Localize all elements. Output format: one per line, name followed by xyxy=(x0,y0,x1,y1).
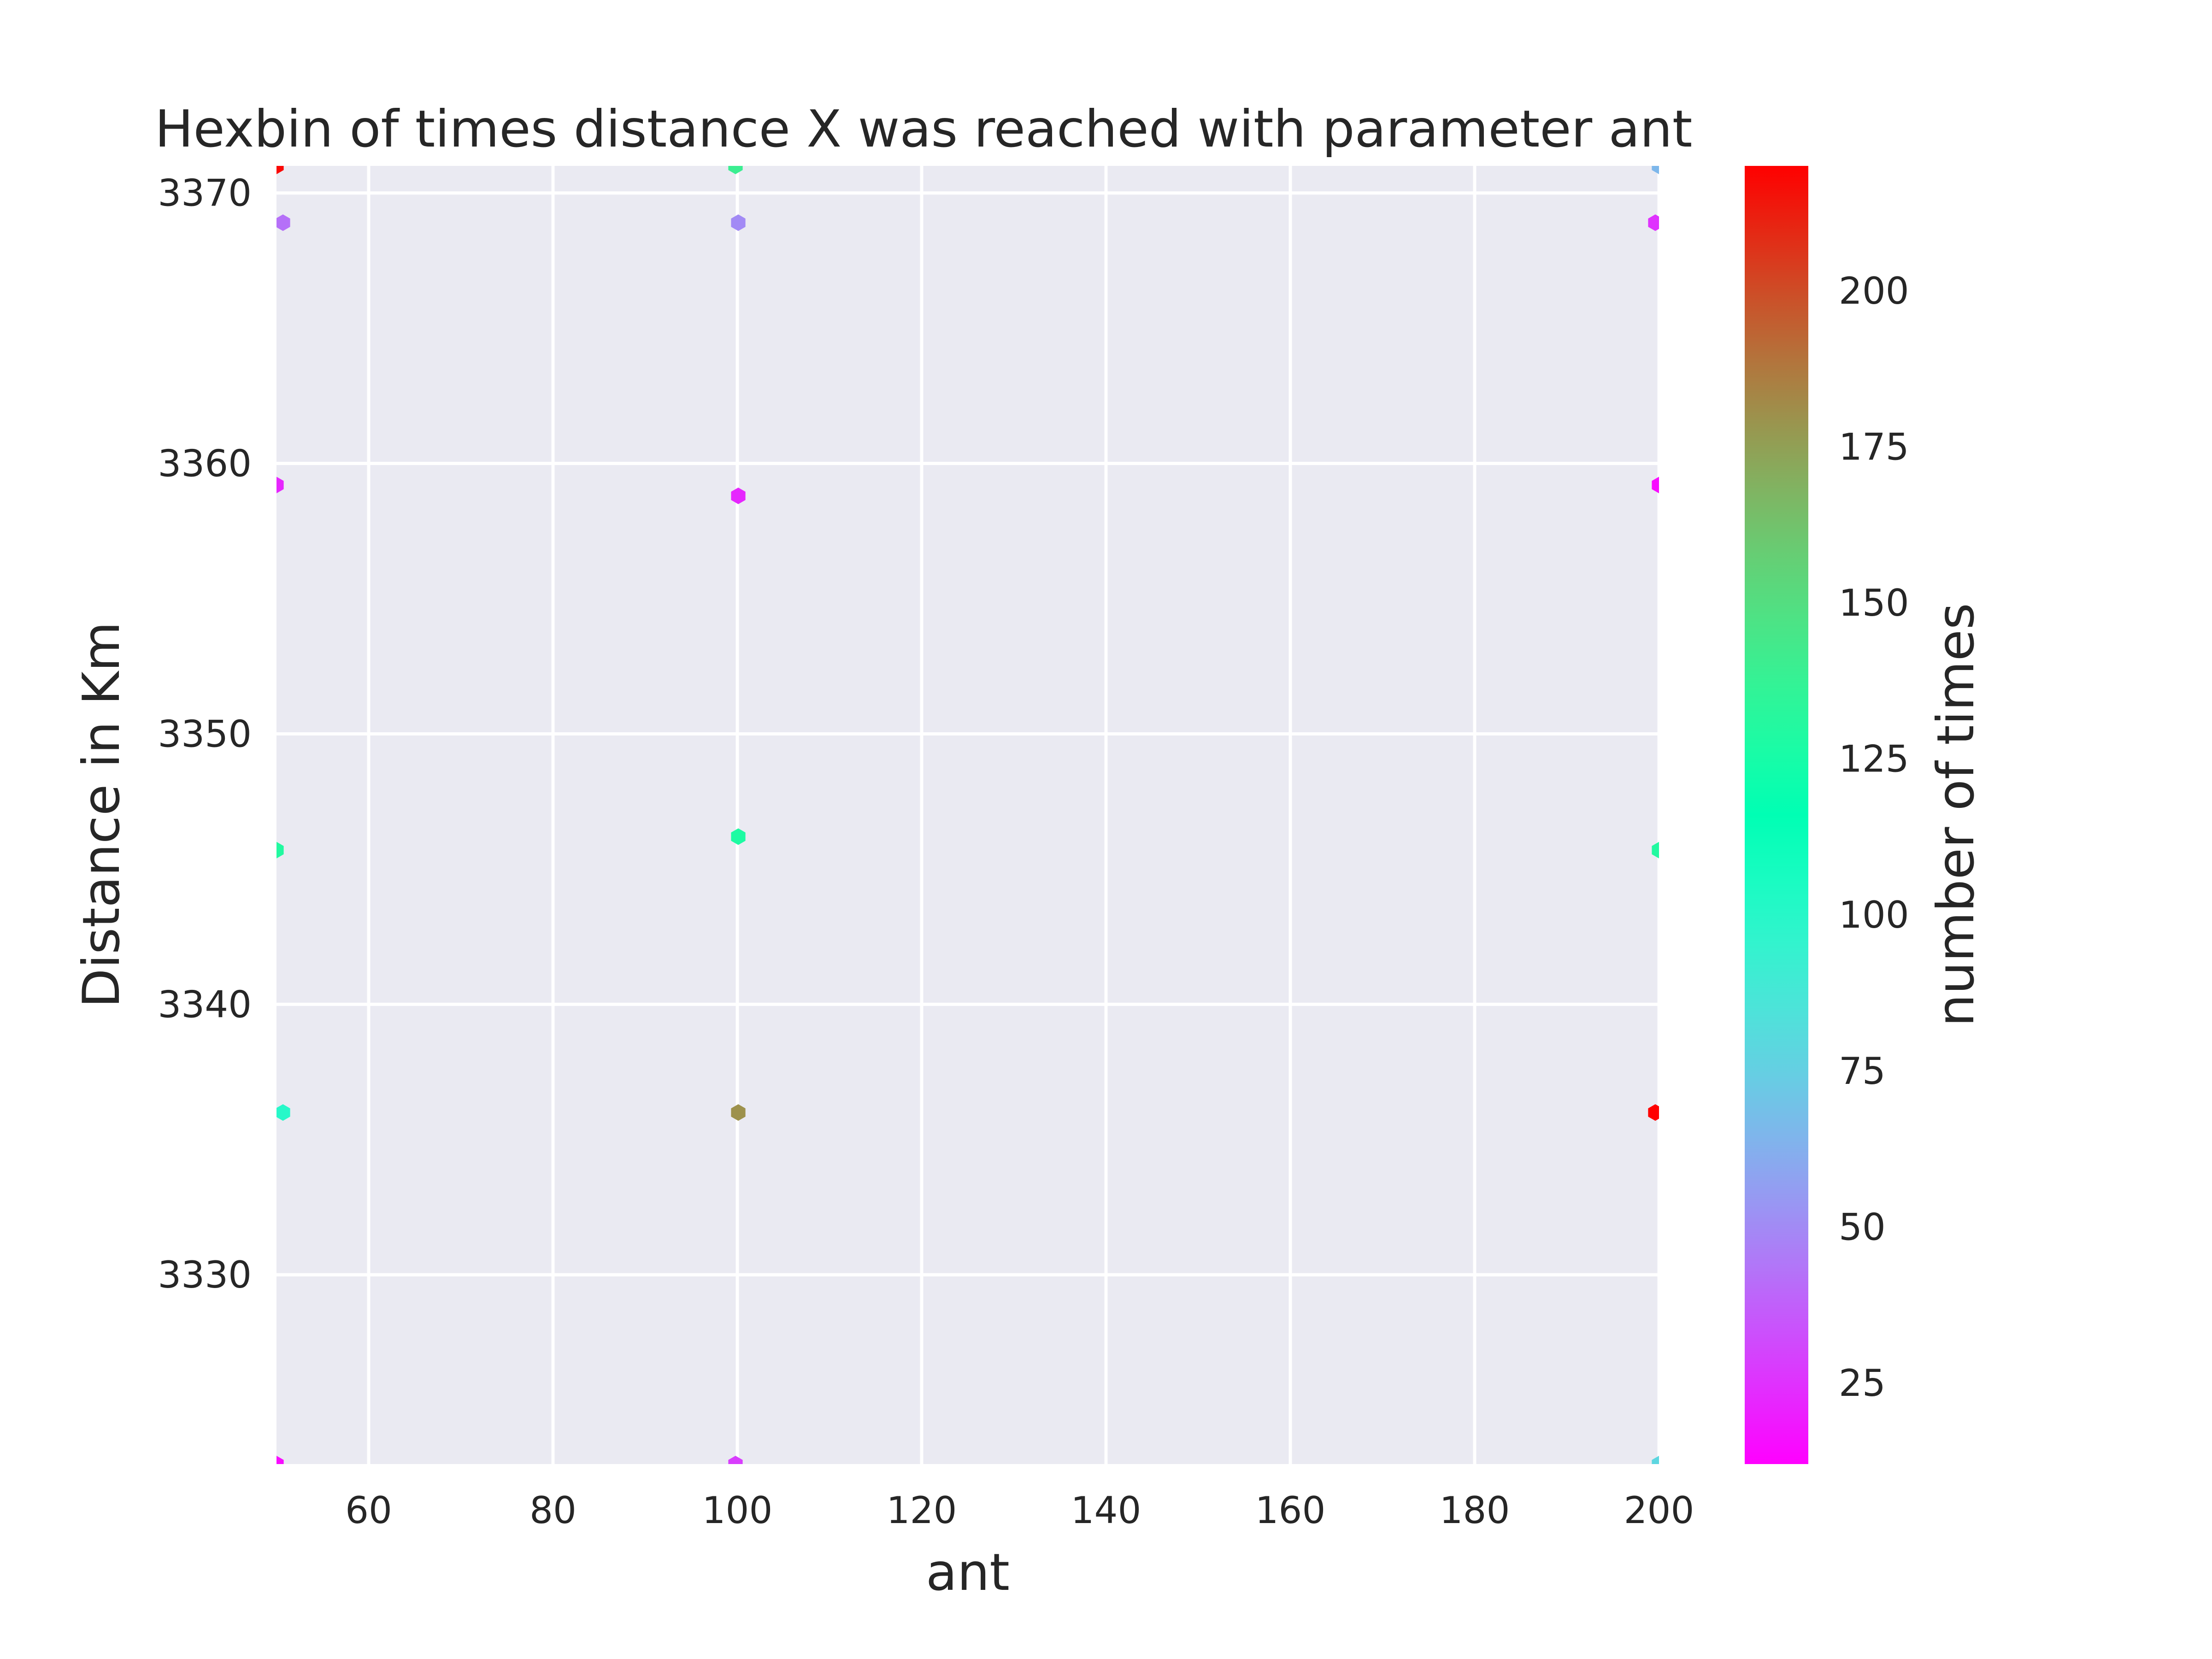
colorbar-tick-label: 25 xyxy=(1839,1362,1886,1405)
y-tick-label: 3350 xyxy=(158,712,252,755)
colorbar-tick-label: 100 xyxy=(1839,894,1909,936)
x-tick-label: 120 xyxy=(887,1489,957,1532)
y-tick-label: 3370 xyxy=(158,172,252,215)
hexbin-cell xyxy=(731,214,746,231)
x-tick-label: 200 xyxy=(1624,1489,1694,1532)
x-tick-label: 100 xyxy=(702,1489,773,1532)
hexbin-cell xyxy=(1652,477,1659,494)
x-axis-label: ant xyxy=(926,1543,1010,1602)
hexbin-cell xyxy=(728,1456,743,1464)
hexbin-cell xyxy=(276,166,284,174)
plot-area xyxy=(276,166,1661,1464)
colorbar-label: number of times xyxy=(1926,603,1986,1026)
hexbin-cell xyxy=(728,166,743,174)
colorbar-tick-label: 200 xyxy=(1839,270,1909,312)
hexbin-cell xyxy=(1652,166,1659,174)
x-tick-label: 80 xyxy=(529,1489,577,1532)
hexbin-cell xyxy=(1648,1104,1659,1121)
grid-lines xyxy=(276,166,1661,1464)
plot-background xyxy=(276,166,1659,1464)
y-tick-label: 3340 xyxy=(158,983,252,1026)
hexbin-cell xyxy=(276,1456,284,1464)
hexbin-cell xyxy=(276,841,284,859)
x-axis-ticks: 60 80 100 120 140 160 180 200 xyxy=(345,1489,1694,1532)
hexbin-cell xyxy=(1652,1456,1659,1464)
hexbin-cell xyxy=(1652,841,1659,859)
colorbar-tick-label: 50 xyxy=(1839,1206,1886,1248)
x-tick-label: 140 xyxy=(1071,1489,1141,1532)
hexbin-cell xyxy=(731,1104,746,1121)
y-tick-label: 3330 xyxy=(158,1253,252,1296)
colorbar-tick-label: 75 xyxy=(1839,1050,1886,1093)
colorbar-tick-label: 125 xyxy=(1839,738,1909,781)
hexbin-cell xyxy=(1648,214,1659,231)
chart-title: Hexbin of times distance X was reached w… xyxy=(155,100,1692,159)
hexbin-cells xyxy=(276,166,1659,1464)
colorbar: 25 50 75 100 125 150 175 200 number of times xyxy=(1745,166,1986,1464)
x-tick-label: 180 xyxy=(1440,1489,1510,1532)
colorbar-tick-label: 175 xyxy=(1839,425,1909,468)
y-axis-label: Distance in Km xyxy=(72,622,131,1008)
hexbin-cell xyxy=(276,1104,290,1121)
hexbin-cell xyxy=(276,477,284,494)
hexbin-cell xyxy=(276,214,290,231)
colorbar-gradient xyxy=(1745,166,1808,1464)
x-tick-label: 60 xyxy=(345,1489,392,1532)
hexbin-cell xyxy=(731,488,746,504)
colorbar-tick-label: 150 xyxy=(1839,582,1909,624)
colorbar-ticks: 25 50 75 100 125 150 175 200 xyxy=(1839,270,1909,1405)
y-tick-label: 3360 xyxy=(158,442,252,485)
x-tick-label: 160 xyxy=(1255,1489,1326,1532)
hexbin-cell xyxy=(731,828,746,845)
y-axis-ticks: 3330 3340 3350 3360 3370 xyxy=(158,172,252,1297)
